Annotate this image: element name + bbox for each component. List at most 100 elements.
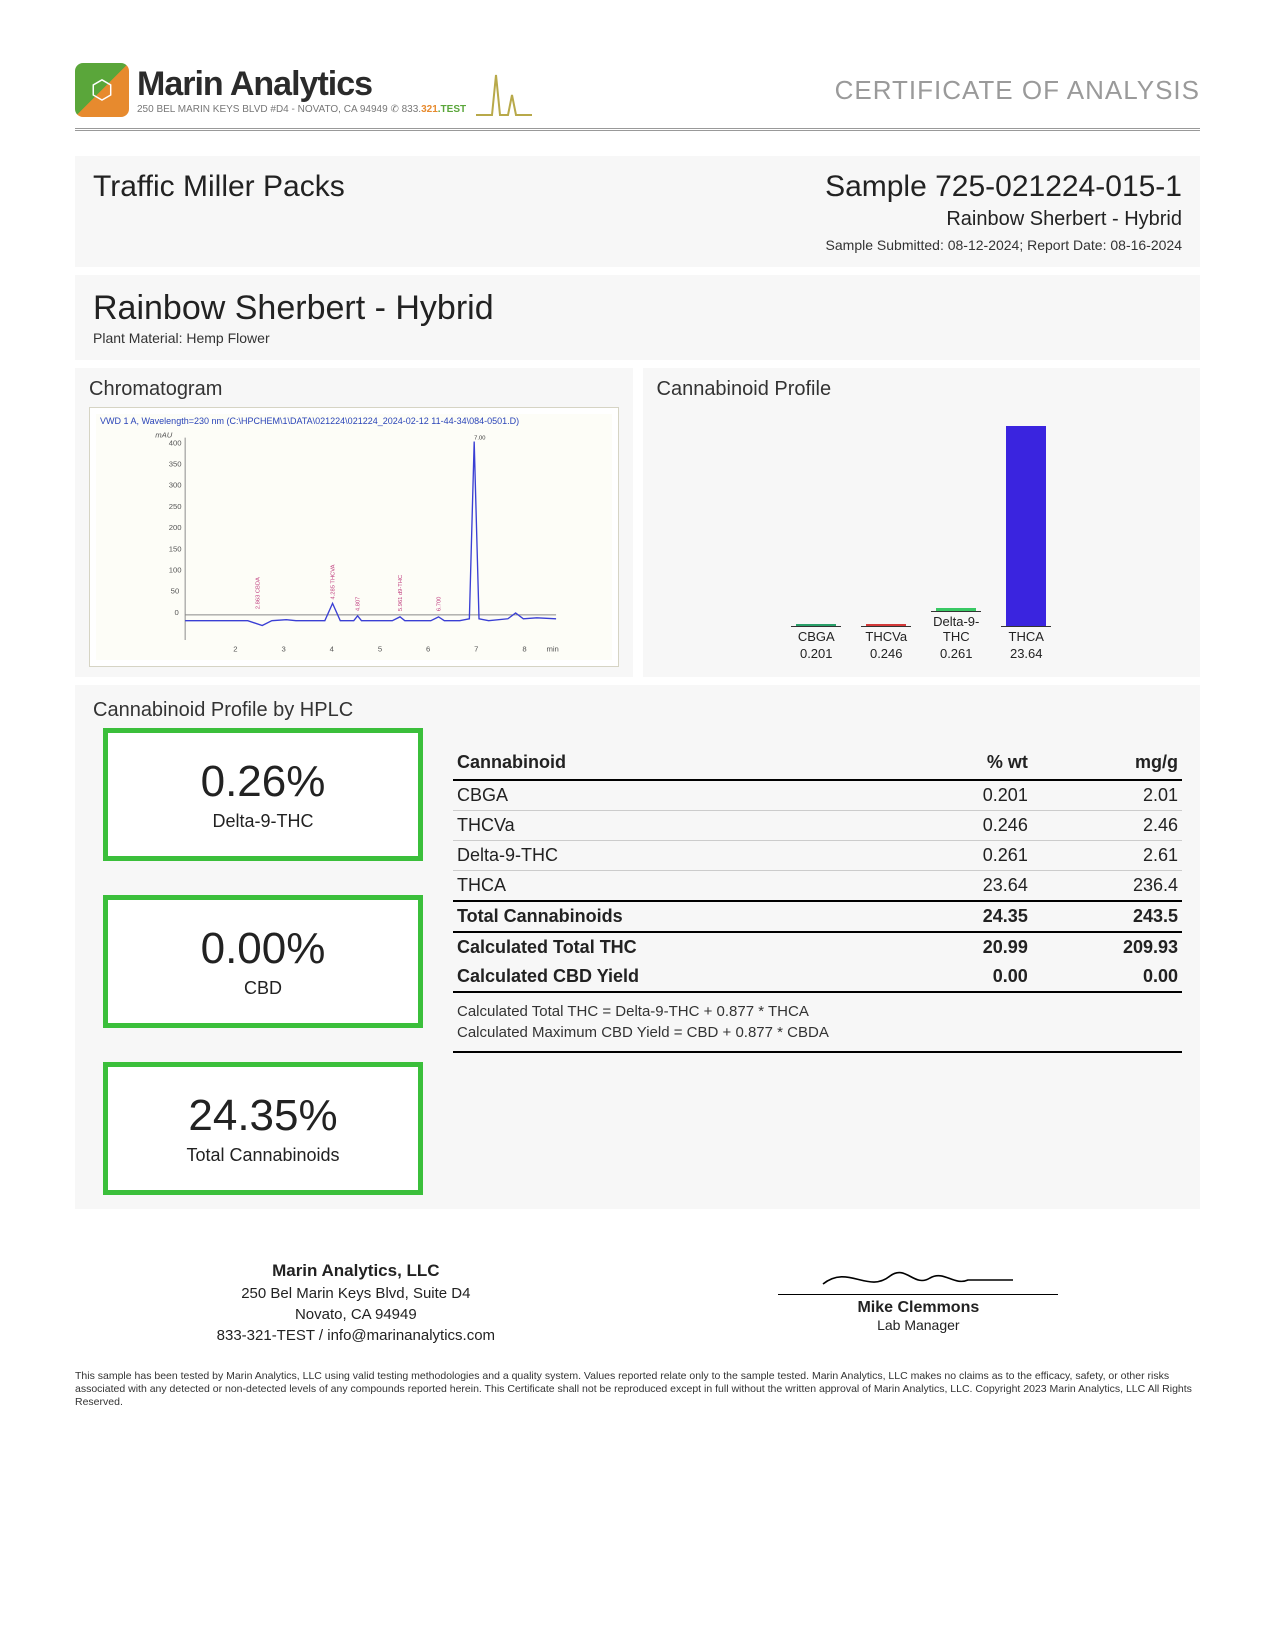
signer-name: Mike Clemmons: [778, 1299, 1058, 1317]
svg-text:7.00: 7.00: [474, 436, 485, 442]
bar-item: THCA23.64: [1001, 426, 1051, 661]
svg-text:6: 6: [426, 645, 430, 654]
svg-text:50: 50: [171, 587, 180, 596]
hplc-title: Cannabinoid Profile by HPLC: [93, 699, 1182, 722]
sample-section: Traffic Miller Packs Sample 725-021224-0…: [75, 156, 1200, 267]
phone-mid: 321: [421, 104, 438, 115]
signer-role: Lab Manager: [778, 1317, 1058, 1333]
table-row: CBGA0.2012.01: [453, 780, 1182, 811]
svg-text:mAU: mAU: [155, 431, 173, 440]
footer-contact: 833-321-TEST / info@marinanalytics.com: [217, 1325, 495, 1346]
svg-text:250: 250: [169, 502, 182, 511]
chromatogram-title: Chromatogram: [89, 378, 619, 401]
summary-value: 0.00%: [118, 924, 408, 974]
charts-section: Chromatogram VWD 1 A, Wavelength=230 nm …: [75, 368, 1200, 677]
formula-thc: Calculated Total THC = Delta-9-THC + 0.8…: [457, 1001, 1178, 1022]
header-peak-icon: [474, 60, 534, 120]
signature-icon: [818, 1262, 1018, 1294]
svg-text:350: 350: [169, 460, 182, 469]
table-row-total: Total Cannabinoids24.35243.5: [453, 901, 1182, 932]
chromatogram-box: VWD 1 A, Wavelength=230 nm (C:\HPCHEM\1\…: [89, 407, 619, 667]
sample-block: Sample 725-021224-015-1 Rainbow Sherbert…: [825, 170, 1182, 253]
col-mgg: mg/g: [1032, 746, 1182, 780]
footer-company: Marin Analytics, LLC 250 Bel Marin Keys …: [217, 1259, 495, 1346]
bar-item: CBGA 0.201: [791, 624, 841, 661]
cannabinoid-table: Cannabinoid % wt mg/g CBGA0.2012.01THCVa…: [453, 746, 1182, 993]
addr-text: 250 BEL MARIN KEYS BLVD #D4 - NOVATO, CA…: [137, 104, 388, 115]
summary-value: 24.35%: [118, 1091, 408, 1141]
svg-text:400: 400: [169, 438, 182, 447]
col-pct: % wt: [906, 746, 1032, 780]
table-row-calc: Calculated Total THC20.99209.93: [453, 932, 1182, 962]
chromatogram-svg: 400 350 300 250 200 150 100 50 0 mAU: [96, 428, 612, 659]
svg-text:8: 8: [522, 645, 526, 654]
summary-label: Delta-9-THC: [118, 811, 408, 832]
footer-company-name: Marin Analytics, LLC: [217, 1259, 495, 1283]
formula-cbd: Calculated Maximum CBD Yield = CBD + 0.8…: [457, 1022, 1178, 1043]
summary-boxes: 0.26% Delta-9-THC 0.00% CBD 24.35% Total Cann…: [93, 728, 423, 1195]
bar-label: THCVa: [865, 629, 907, 644]
signature-line: [778, 1259, 1058, 1295]
formulas: Calculated Total THC = Delta-9-THC + 0.8…: [453, 993, 1182, 1053]
product-title: Rainbow Sherbert - Hybrid: [93, 289, 1182, 328]
footer: Marin Analytics, LLC 250 Bel Marin Keys …: [75, 1259, 1200, 1346]
bar-value: 23.64: [1010, 646, 1043, 661]
logo-block: Marin Analytics 250 BEL MARIN KEYS BLVD …: [75, 60, 534, 120]
svg-text:200: 200: [169, 523, 182, 532]
barchart-panel: Cannabinoid Profile CBGA 0.201 THCVa 0.246 D…: [643, 368, 1201, 677]
svg-text:2: 2: [233, 645, 237, 654]
svg-text:7: 7: [474, 645, 478, 654]
client-name: Traffic Miller Packs: [93, 170, 345, 204]
summary-box: 0.00% CBD: [103, 895, 423, 1028]
svg-text:min: min: [546, 645, 558, 654]
page-header: Marin Analytics 250 BEL MARIN KEYS BLVD …: [75, 60, 1200, 131]
col-cannabinoid: Cannabinoid: [453, 746, 906, 780]
summary-value: 0.26%: [118, 757, 408, 807]
svg-text:0: 0: [175, 608, 179, 617]
bar-value: 0.261: [940, 646, 973, 661]
summary-label: Total Cannabinoids: [118, 1145, 408, 1166]
svg-text:2.863 CBDA: 2.863 CBDA: [255, 577, 261, 609]
disclaimer: This sample has been tested by Marin Ana…: [75, 1370, 1200, 1409]
table-row: THCVa0.2462.46: [453, 811, 1182, 841]
svg-text:4: 4: [330, 645, 335, 654]
company-address: 250 BEL MARIN KEYS BLVD #D4 - NOVATO, CA…: [137, 104, 466, 115]
cannabinoid-table-block: Cannabinoid % wt mg/g CBGA0.2012.01THCVa…: [453, 728, 1182, 1195]
table-row: THCA23.64236.4: [453, 871, 1182, 902]
summary-label: CBD: [118, 978, 408, 999]
bar-label: CBGA: [798, 629, 835, 644]
table-row: Delta-9-THC0.2612.61: [453, 841, 1182, 871]
footer-signature: Mike Clemmons Lab Manager: [778, 1259, 1058, 1333]
summary-box: 0.26% Delta-9-THC: [103, 728, 423, 861]
bar-item: THCVa 0.246: [861, 624, 911, 662]
product-material: Plant Material: Hemp Flower: [93, 330, 1182, 346]
company-name: Marin Analytics: [137, 65, 466, 104]
phone-suf: .TEST: [438, 104, 466, 115]
barchart-title: Cannabinoid Profile: [657, 378, 1187, 401]
footer-addr2: Novato, CA 94949: [217, 1304, 495, 1325]
svg-text:6.700: 6.700: [436, 597, 442, 611]
bar-label: Delta-9-THC: [931, 614, 981, 644]
bar-item: Delta-9-THC 0.261: [931, 608, 981, 661]
coa-title: CERTIFICATE OF ANALYSIS: [835, 75, 1200, 106]
sample-dates: Sample Submitted: 08-12-2024; Report Dat…: [825, 237, 1182, 253]
svg-text:100: 100: [169, 566, 182, 575]
footer-addr1: 250 Bel Marin Keys Blvd, Suite D4: [217, 1283, 495, 1304]
svg-text:300: 300: [169, 481, 182, 490]
svg-text:5: 5: [378, 645, 382, 654]
table-row-calc-last: Calculated CBD Yield0.000.00: [453, 962, 1182, 992]
bar-value: 0.246: [870, 646, 903, 661]
svg-text:4.807: 4.807: [356, 597, 362, 611]
hplc-section: Cannabinoid Profile by HPLC 0.26% Delta-9…: [75, 685, 1200, 1209]
logo-icon: [75, 63, 129, 117]
svg-text:150: 150: [169, 544, 182, 553]
sample-strain: Rainbow Sherbert - Hybrid: [825, 208, 1182, 231]
chromatogram-caption: VWD 1 A, Wavelength=230 nm (C:\HPCHEM\1\…: [96, 414, 612, 428]
svg-text:4.285 THCVA: 4.285 THCVA: [330, 564, 336, 599]
sample-id: Sample 725-021224-015-1: [825, 170, 1182, 204]
bar: [1006, 426, 1046, 626]
summary-box: 24.35% Total Cannabinoids: [103, 1062, 423, 1195]
phone-pre: 833.: [402, 104, 421, 115]
bar-value: 0.201: [800, 646, 833, 661]
product-section: Rainbow Sherbert - Hybrid Plant Material…: [75, 275, 1200, 360]
